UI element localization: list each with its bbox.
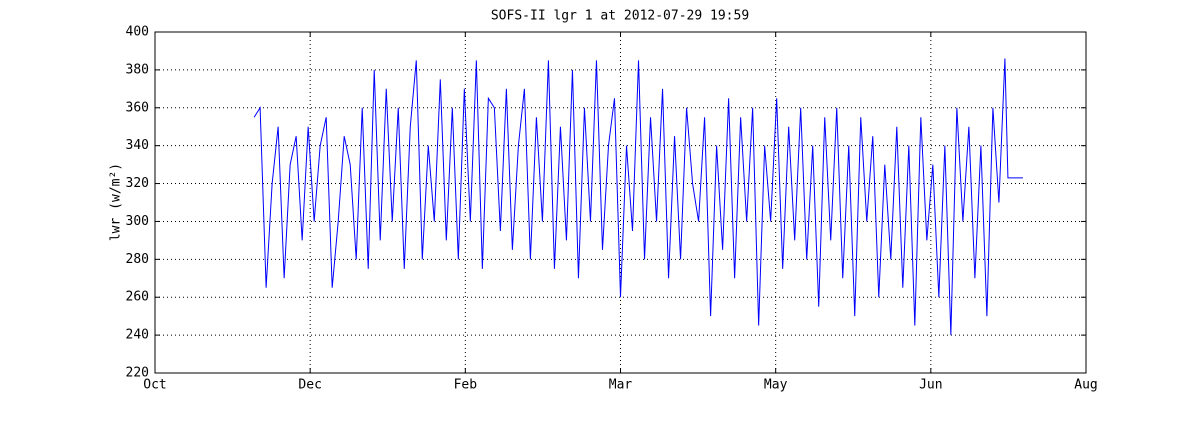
plot-frame bbox=[154, 31, 1087, 374]
x-tick-label: Aug bbox=[1074, 378, 1097, 393]
x-tick-label: Oct bbox=[143, 378, 166, 393]
x-tick-label: Mar bbox=[609, 378, 633, 393]
y-tick-label: 280 bbox=[126, 252, 149, 267]
y-tick-label: 320 bbox=[126, 176, 149, 191]
x-tick-label: May bbox=[764, 378, 788, 393]
y-tick-label: 260 bbox=[126, 290, 149, 305]
y-tick-label: 340 bbox=[126, 138, 149, 153]
x-tick-label: Dec bbox=[298, 378, 321, 393]
y-tick-label: 300 bbox=[126, 214, 149, 229]
chart-title: SOFS-II lgr 1 at 2012-07-29 19:59 bbox=[491, 9, 749, 24]
y-tick-label: 400 bbox=[126, 25, 149, 40]
y-tick-label: 240 bbox=[126, 328, 149, 343]
data-line bbox=[253, 58, 1023, 336]
y-axis-label: lwr (w/m²) bbox=[109, 163, 124, 241]
y-tick-label: 380 bbox=[126, 62, 149, 77]
y-tick-label: 220 bbox=[126, 366, 149, 381]
y-tick-label: 360 bbox=[126, 100, 149, 115]
x-tick-label: Feb bbox=[454, 378, 478, 393]
x-tick-label: Jun bbox=[919, 378, 942, 393]
